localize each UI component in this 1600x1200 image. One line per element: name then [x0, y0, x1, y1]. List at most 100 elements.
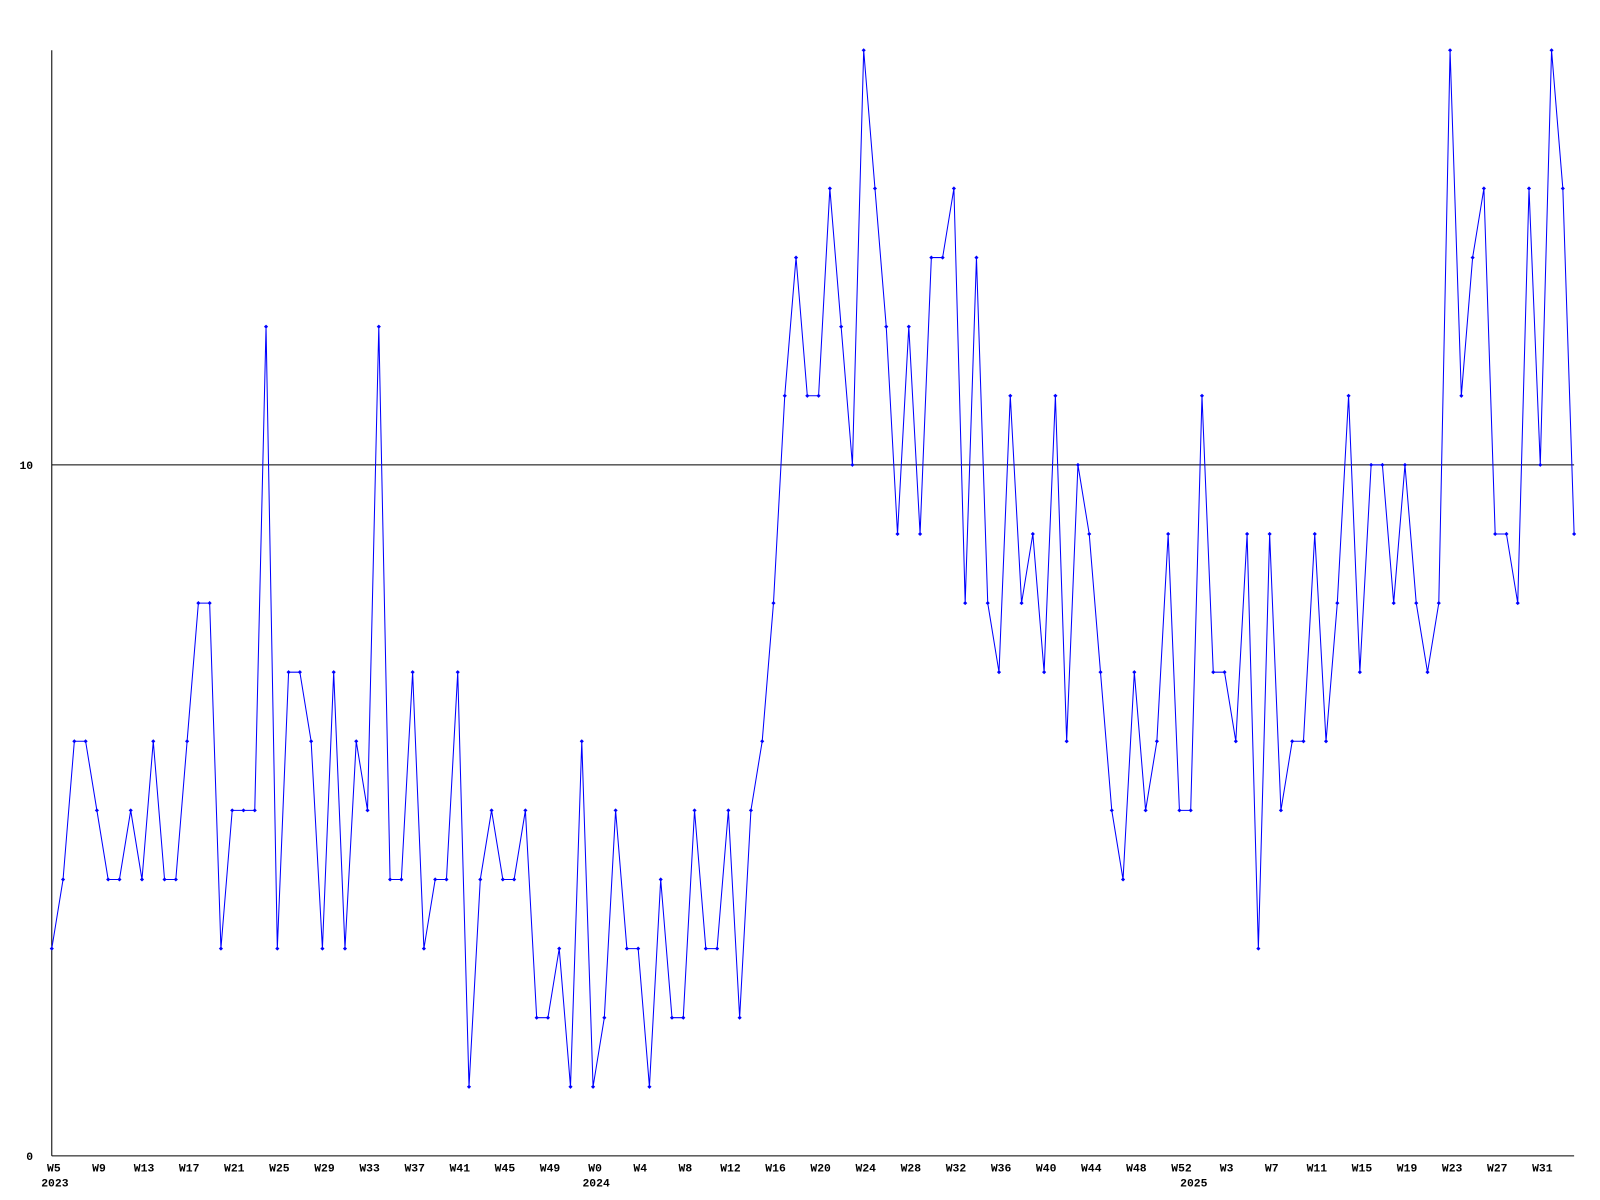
- point: [816, 393, 821, 398]
- point: [895, 531, 900, 537]
- point: [715, 946, 720, 951]
- x-tick-label: W11: [1307, 1163, 1328, 1175]
- x-tick-label: W12: [720, 1163, 741, 1175]
- x-tick-label: W41: [450, 1163, 471, 1175]
- point: [1402, 462, 1408, 467]
- point: [974, 255, 979, 260]
- point: [726, 808, 731, 813]
- point: [263, 324, 269, 329]
- point: [760, 739, 765, 744]
- x-group-label: 2024: [582, 1179, 610, 1191]
- point: [906, 324, 911, 329]
- point: [748, 808, 753, 813]
- point: [399, 877, 404, 882]
- point: [1143, 808, 1148, 813]
- point: [1166, 531, 1171, 537]
- point: [658, 877, 663, 882]
- point: [590, 1084, 596, 1089]
- point: [1256, 946, 1261, 951]
- x-tick-label: W3: [1220, 1163, 1234, 1175]
- point: [241, 808, 246, 813]
- point: [1109, 808, 1114, 813]
- point: [1346, 393, 1351, 398]
- point: [1447, 48, 1453, 53]
- x-tick-label: W13: [134, 1163, 155, 1175]
- point: [1222, 670, 1227, 675]
- point: [1301, 739, 1306, 744]
- point: [1030, 531, 1035, 537]
- point: [602, 1015, 607, 1020]
- point: [963, 601, 968, 606]
- y-tick-label: 0: [26, 1152, 33, 1164]
- x-tick-label: W9: [92, 1163, 106, 1175]
- point: [455, 670, 460, 675]
- x-tick-label: W37: [404, 1163, 425, 1175]
- point: [331, 670, 336, 675]
- point: [286, 670, 291, 675]
- point: [478, 877, 483, 882]
- point: [1436, 601, 1441, 606]
- point: [613, 808, 618, 813]
- point: [1120, 877, 1126, 882]
- point: [512, 877, 517, 882]
- point: [827, 186, 832, 191]
- point: [1493, 531, 1498, 537]
- point: [1504, 531, 1509, 537]
- line: [51, 50, 1575, 1087]
- point: [1211, 670, 1216, 675]
- point: [1064, 739, 1069, 744]
- x-tick-label: W24: [856, 1163, 877, 1175]
- point: [1154, 739, 1159, 744]
- point: [230, 808, 235, 813]
- x-tick-label: W44: [1081, 1163, 1102, 1175]
- point: [557, 946, 562, 951]
- point: [1369, 462, 1374, 467]
- point: [252, 808, 257, 813]
- point: [297, 670, 302, 675]
- point: [839, 324, 844, 329]
- point: [1515, 601, 1520, 606]
- y-tick-label: 10: [19, 461, 33, 473]
- x-tick-label: W19: [1397, 1163, 1418, 1175]
- x-tick-label: W15: [1352, 1163, 1373, 1175]
- point: [1323, 739, 1329, 744]
- point: [1391, 601, 1396, 606]
- point: [1560, 186, 1565, 191]
- point: [669, 1015, 675, 1020]
- point: [647, 1084, 652, 1089]
- point: [500, 877, 505, 882]
- point: [354, 739, 359, 744]
- point: [376, 324, 381, 329]
- x-tick-label: W4: [633, 1163, 647, 1175]
- point: [1042, 670, 1047, 675]
- point: [805, 393, 810, 398]
- point: [72, 739, 77, 744]
- point: [196, 601, 201, 606]
- x-tick-label: W45: [495, 1163, 516, 1175]
- point: [951, 186, 956, 191]
- point: [884, 324, 889, 329]
- point: [861, 48, 866, 53]
- x-tick-label: W23: [1442, 1163, 1463, 1175]
- x-tick-label: W21: [224, 1163, 245, 1175]
- point: [151, 739, 156, 744]
- point: [940, 255, 945, 260]
- point: [489, 808, 494, 813]
- point: [1245, 531, 1250, 537]
- point: [1075, 462, 1081, 467]
- x-group-label: 2025: [1180, 1179, 1208, 1191]
- point: [692, 808, 697, 813]
- point: [207, 601, 212, 606]
- point: [410, 670, 415, 675]
- point: [568, 1084, 573, 1089]
- x-tick-label: W33: [359, 1163, 380, 1175]
- point: [342, 946, 348, 951]
- point: [523, 808, 528, 813]
- point: [162, 877, 167, 882]
- point: [545, 1015, 551, 1020]
- x-tick-label: W29: [314, 1163, 335, 1175]
- point: [793, 255, 799, 260]
- point: [173, 877, 178, 882]
- point: [60, 877, 66, 882]
